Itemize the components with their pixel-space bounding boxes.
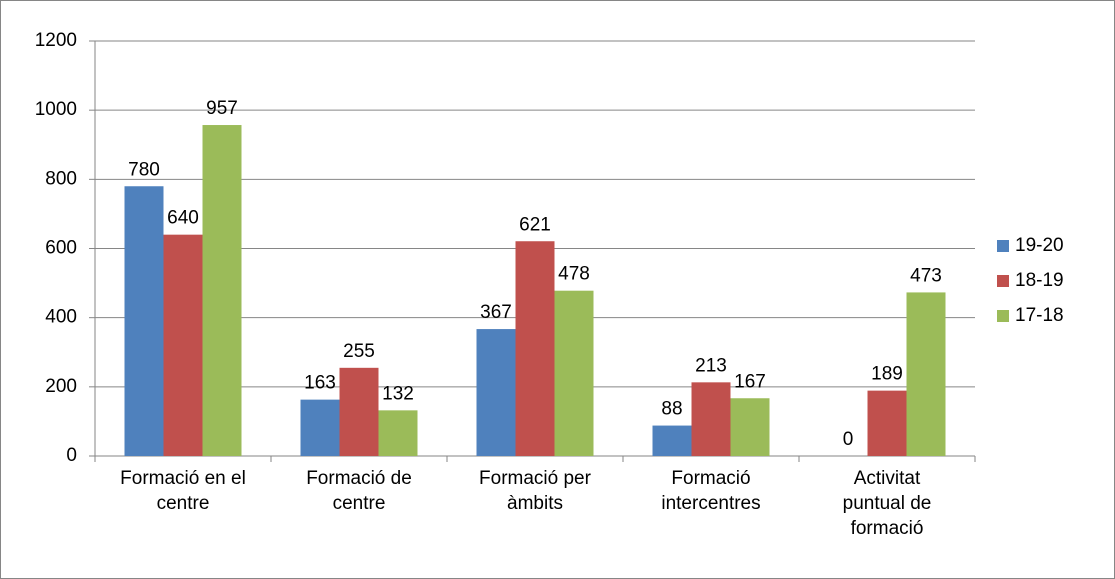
- legend-swatch: [997, 240, 1009, 252]
- y-tick-label: 400: [45, 307, 77, 328]
- y-tick-label: 200: [45, 376, 77, 397]
- bar: [906, 292, 946, 456]
- data-label: 189: [871, 364, 903, 385]
- data-label: 88: [661, 399, 682, 420]
- bar: [867, 390, 907, 456]
- bar: [515, 241, 555, 456]
- x-tick-label: Formació per àmbits: [479, 468, 591, 514]
- bar: [339, 367, 379, 456]
- bar: [202, 125, 242, 456]
- data-label: 367: [480, 302, 512, 323]
- y-tick-label: 1000: [35, 99, 77, 120]
- legend-swatch: [997, 275, 1009, 287]
- data-label: 621: [519, 214, 551, 235]
- bar: [554, 290, 594, 456]
- data-label: 780: [128, 159, 160, 180]
- bar: [730, 398, 770, 456]
- data-label: 213: [695, 355, 727, 376]
- data-label: 132: [382, 383, 414, 404]
- data-label: 473: [910, 265, 942, 286]
- data-label: 640: [167, 208, 199, 229]
- legend-label: 19-20: [1015, 235, 1064, 256]
- y-tick-label: 0: [66, 445, 77, 466]
- data-label: 167: [734, 371, 766, 392]
- bar: [378, 410, 418, 456]
- y-tick-label: 800: [45, 168, 77, 189]
- bar: [652, 425, 692, 456]
- legend-label: 17-18: [1015, 305, 1064, 326]
- legend-label: 18-19: [1015, 270, 1064, 291]
- x-tick-label: Formació en el centre: [120, 468, 246, 514]
- bar: [691, 382, 731, 456]
- data-label: 478: [558, 264, 590, 285]
- x-tick-label: Activitat puntual de formació: [842, 468, 932, 539]
- bar: [300, 399, 340, 456]
- y-tick-label: 600: [45, 238, 77, 259]
- legend-swatch: [997, 310, 1009, 322]
- data-label: 957: [206, 98, 238, 119]
- bar: [124, 186, 164, 456]
- data-label: 0: [843, 429, 854, 450]
- bar: [476, 329, 516, 456]
- x-tick-label: Formació intercentres: [661, 468, 761, 514]
- x-tick-label: Formació de centre: [306, 468, 412, 514]
- data-label: 163: [304, 373, 336, 394]
- data-label: 255: [343, 341, 375, 362]
- y-tick-label: 1200: [35, 30, 77, 51]
- bar: [163, 234, 203, 456]
